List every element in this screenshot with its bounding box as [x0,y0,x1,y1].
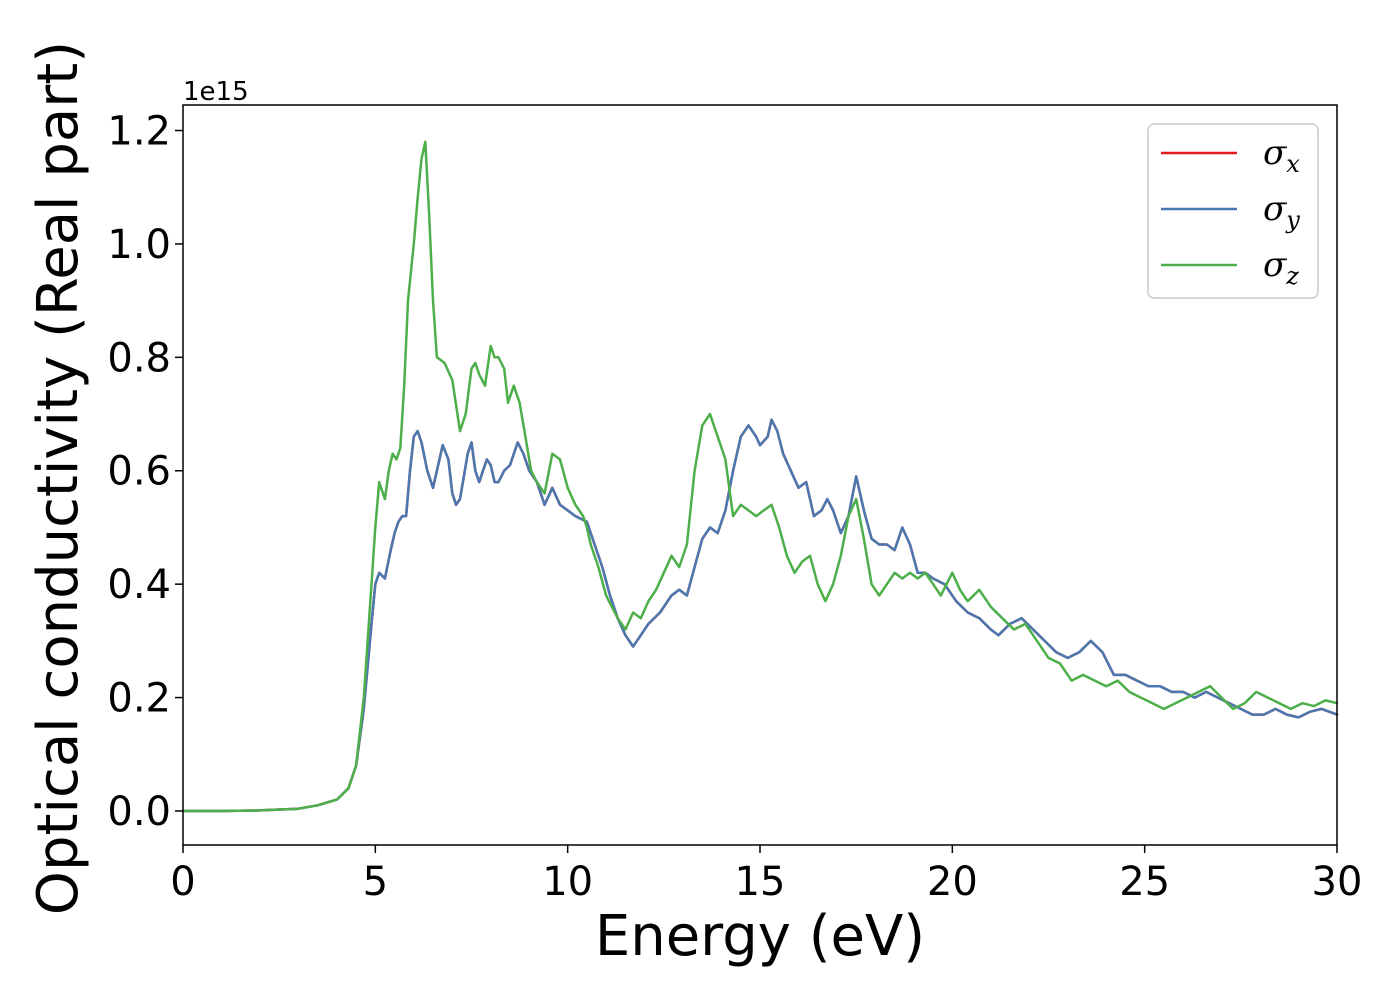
y-offset-label: 1e15 [183,77,249,107]
x-axis-ticks: 0 5 10 15 20 25 30 [170,845,1362,905]
legend-label-subscript: x [1286,150,1300,178]
series-layer [181,140,1339,813]
legend-label-y: σy [1263,189,1300,234]
y-tick-label: 0.0 [107,789,171,835]
x-tick-label: 0 [170,859,195,905]
legend-label-subscript: y [1285,206,1300,234]
series-line-y [181,418,1339,813]
legend-label-x: σx [1263,133,1300,178]
x-tick-label: 30 [1312,859,1363,905]
series-line-z [181,140,1339,813]
legend-label-symbol: σ [1263,133,1287,173]
legend-box [1147,123,1319,299]
y-tick-label: 0.6 [107,449,171,495]
y-axis-ticks: 0.0 0.2 0.4 0.6 0.8 1.0 1.2 [107,109,183,835]
y-axis-label: Optical conductivity (Real part) [26,41,91,915]
legend-label-symbol: σ [1263,245,1287,285]
x-tick-label: 10 [542,859,593,905]
x-tick-label: 25 [1119,859,1170,905]
y-tick-label: 0.2 [107,676,171,722]
y-tick-label: 0.4 [107,562,171,608]
legend-label-z: σz [1263,245,1299,290]
x-axis-label: Energy (eV) [595,904,925,969]
x-tick-label: 20 [927,859,978,905]
legend-label-subscript: z [1285,262,1299,290]
x-tick-label: 5 [363,859,388,905]
y-tick-label: 0.8 [107,335,171,381]
y-tick-label: 1.0 [107,222,171,268]
x-tick-label: 15 [735,859,786,905]
y-tick-label: 1.2 [107,109,171,155]
legend-label-symbol: σ [1263,189,1287,229]
